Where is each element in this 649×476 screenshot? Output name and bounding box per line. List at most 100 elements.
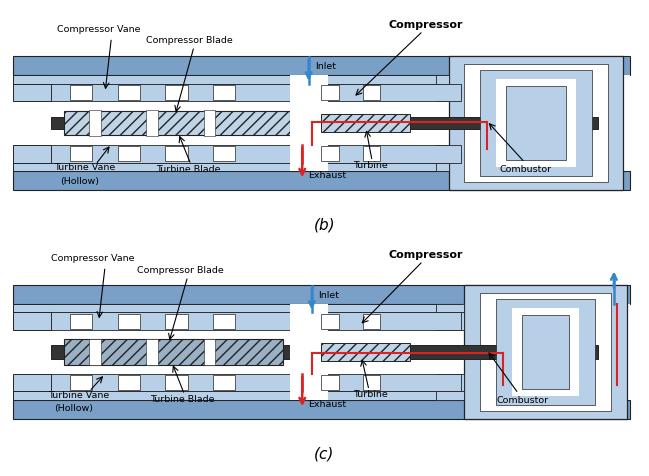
Bar [64, 112, 289, 136]
Text: Compressor: Compressor [388, 20, 463, 30]
Bar [147, 339, 158, 365]
Text: Compressor: Compressor [388, 250, 463, 260]
Text: Compressor Blade: Compressor Blade [147, 36, 233, 45]
Bar [13, 76, 630, 102]
Text: (b): (b) [313, 217, 336, 232]
Bar [436, 392, 465, 400]
Text: Inlet: Inlet [318, 291, 339, 300]
Bar [465, 65, 607, 183]
Bar [13, 163, 306, 172]
Text: Compressor Vane: Compressor Vane [57, 25, 141, 34]
Bar [13, 286, 630, 304]
Bar [70, 375, 92, 390]
Bar [13, 400, 630, 419]
Bar [13, 172, 630, 190]
Bar [51, 118, 598, 130]
Bar [213, 147, 236, 162]
Bar [496, 80, 576, 168]
Bar [117, 86, 140, 101]
Bar [321, 115, 410, 132]
Bar [51, 84, 293, 102]
Bar [13, 374, 51, 400]
Bar [51, 374, 293, 392]
Bar [321, 374, 461, 392]
Bar [321, 313, 461, 330]
Bar [480, 71, 592, 176]
Text: (c): (c) [314, 446, 335, 460]
Bar [363, 375, 380, 390]
Text: Combustor: Combustor [500, 164, 552, 173]
Text: Turbine Vane: Turbine Vane [48, 390, 109, 399]
Bar [506, 87, 566, 161]
Bar [204, 339, 215, 365]
Bar [70, 314, 92, 329]
Bar [13, 304, 51, 330]
Text: Turbine Blade: Turbine Blade [150, 394, 214, 403]
Bar [436, 374, 465, 392]
Bar [363, 314, 380, 329]
Bar [13, 57, 630, 76]
Bar [70, 147, 92, 162]
Bar [165, 375, 188, 390]
Bar [321, 163, 461, 172]
Bar [512, 308, 579, 396]
Bar [117, 147, 140, 162]
Text: Exhaust: Exhaust [309, 171, 347, 180]
Bar [321, 146, 461, 163]
Bar [64, 339, 283, 366]
Bar [165, 314, 188, 329]
Bar [13, 146, 51, 172]
Bar [204, 111, 215, 137]
Bar [70, 86, 92, 101]
Bar [13, 146, 630, 172]
Text: (Hollow): (Hollow) [55, 404, 93, 413]
Bar [117, 314, 140, 329]
Bar [363, 147, 380, 162]
Bar [289, 304, 328, 400]
Bar [299, 132, 315, 168]
Text: Compressor Vane: Compressor Vane [51, 254, 134, 263]
Bar [289, 76, 328, 172]
Bar [13, 76, 306, 84]
Text: (Hollow): (Hollow) [60, 176, 99, 185]
Bar [13, 304, 630, 330]
Text: Turbine: Turbine [353, 161, 388, 170]
Bar [321, 344, 410, 361]
Bar [89, 339, 101, 365]
Bar [51, 313, 293, 330]
Bar [89, 111, 101, 137]
Bar [13, 374, 630, 400]
Bar [436, 84, 448, 102]
Text: Combustor: Combustor [496, 395, 548, 404]
Bar [51, 146, 293, 163]
Bar [436, 163, 448, 172]
Bar [436, 76, 448, 84]
Bar [321, 304, 461, 313]
Bar [480, 293, 611, 411]
Bar [13, 76, 51, 102]
Text: Compressor Blade: Compressor Blade [137, 266, 224, 275]
Bar [165, 147, 188, 162]
Bar [363, 86, 380, 101]
Bar [117, 375, 140, 390]
Bar [321, 84, 461, 102]
Bar [522, 315, 569, 389]
Bar [321, 147, 339, 162]
Bar [436, 146, 448, 163]
Text: Inlet: Inlet [315, 62, 336, 71]
Bar [436, 313, 465, 330]
Bar [13, 304, 306, 313]
Bar [321, 314, 339, 329]
Bar [321, 375, 339, 390]
Bar [496, 300, 594, 405]
Bar [147, 111, 158, 137]
Bar [213, 375, 236, 390]
Text: Turbine: Turbine [353, 389, 388, 398]
Bar [13, 392, 306, 400]
Bar [448, 57, 624, 190]
Text: Turbine Blade: Turbine Blade [156, 164, 221, 173]
Bar [213, 86, 236, 101]
Bar [321, 76, 461, 84]
Bar [321, 86, 339, 101]
Text: Exhaust: Exhaust [309, 399, 347, 408]
